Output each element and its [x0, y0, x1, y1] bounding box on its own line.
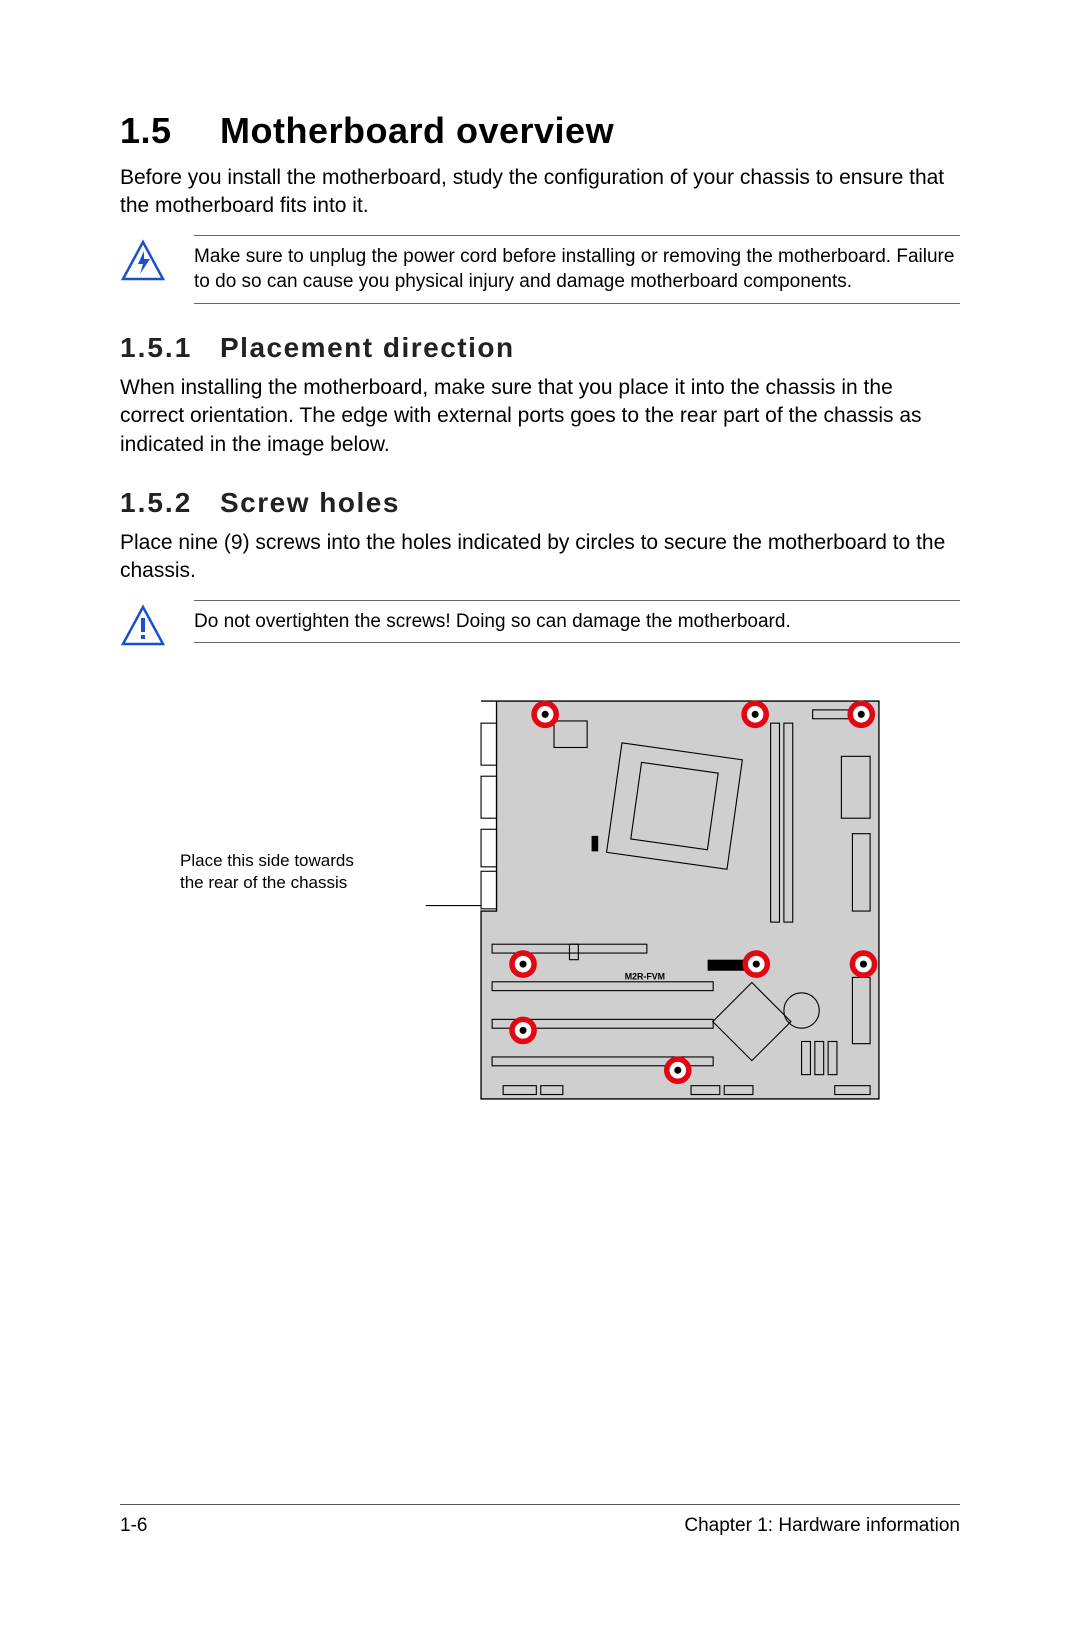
subsection-title-1: Placement direction [220, 332, 515, 363]
section-heading: 1.5Motherboard overview [120, 110, 960, 152]
section-intro: Before you install the motherboard, stud… [120, 164, 960, 221]
subsection-title-2: Screw holes [220, 487, 400, 518]
caution-icon [120, 600, 194, 650]
page-footer: 1-6 Chapter 1: Hardware information [120, 1504, 960, 1537]
warning-text-1: Make sure to unplug the power cord befor… [194, 235, 960, 304]
section-title: Motherboard overview [220, 110, 614, 151]
subsection-heading-1: 1.5.1Placement direction [120, 332, 960, 364]
subsection-body-2: Place nine (9) screws into the holes ind… [120, 529, 960, 586]
chapter-label: Chapter 1: Hardware information [684, 1515, 960, 1537]
motherboard-diagram: Place this side towards the rear of the … [120, 690, 960, 1130]
subsection-number-2: 1.5.2 [120, 487, 220, 519]
section-number: 1.5 [120, 110, 220, 152]
svg-text:M2R-FVM: M2R-FVM [625, 971, 665, 981]
subsection-heading-2: 1.5.2Screw holes [120, 487, 960, 519]
subsection-number-1: 1.5.1 [120, 332, 220, 364]
lightning-warning-icon [120, 235, 194, 285]
warning-callout-2: Do not overtighten the screws! Doing so … [120, 600, 960, 650]
subsection-body-1: When installing the motherboard, make su… [120, 374, 960, 459]
warning-callout-1: Make sure to unplug the power cord befor… [120, 235, 960, 304]
diagram-side-label: Place this side towards the rear of the … [180, 850, 354, 894]
page-number: 1-6 [120, 1515, 147, 1537]
manual-page: 1.5Motherboard overview Before you insta… [0, 0, 1080, 1627]
warning-text-2: Do not overtighten the screws! Doing so … [194, 600, 960, 644]
